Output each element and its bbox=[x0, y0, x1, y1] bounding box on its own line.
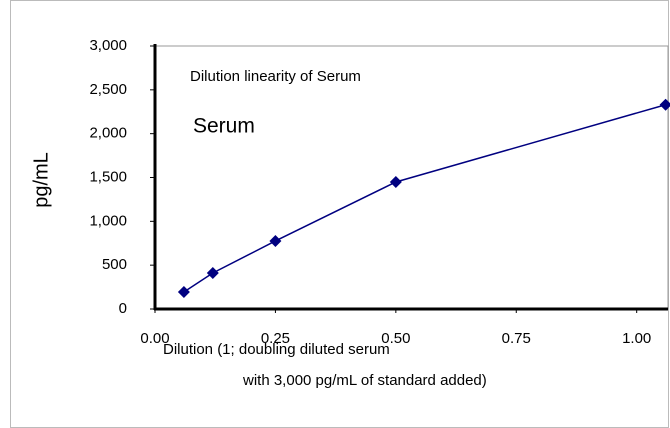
x-tick-label: 1.00 bbox=[622, 330, 651, 347]
y-tick-label: 500 bbox=[102, 256, 127, 273]
x-tick-label: 0.75 bbox=[502, 330, 531, 347]
chart-frame bbox=[10, 0, 669, 428]
y-tick-label: 2,000 bbox=[89, 125, 127, 142]
y-tick-label: 1,000 bbox=[89, 212, 127, 229]
x-tick-label: 0.50 bbox=[381, 330, 410, 347]
x-axis-label: with 3,000 pg/mL of standard added) bbox=[242, 372, 487, 389]
y-tick-label: 1,500 bbox=[89, 168, 127, 185]
y-tick-label: 2,500 bbox=[89, 81, 127, 98]
y-tick-label: 3,000 bbox=[89, 37, 127, 54]
annotation: Serum bbox=[193, 115, 255, 138]
x-axis-label: Dilution (1; doubling diluted serum bbox=[163, 341, 390, 358]
marker bbox=[206, 266, 219, 279]
y-axis-label: pg/mL bbox=[30, 152, 52, 208]
marker bbox=[659, 98, 670, 111]
marker bbox=[269, 234, 282, 247]
marker bbox=[177, 285, 190, 298]
marker bbox=[389, 175, 402, 188]
x-tick-label: 0.00 bbox=[140, 330, 169, 347]
y-tick-label: 0 bbox=[119, 300, 127, 317]
chart-title: Dilution linearity of Serum bbox=[190, 68, 361, 85]
x-tick-label: 0.25 bbox=[261, 330, 290, 347]
